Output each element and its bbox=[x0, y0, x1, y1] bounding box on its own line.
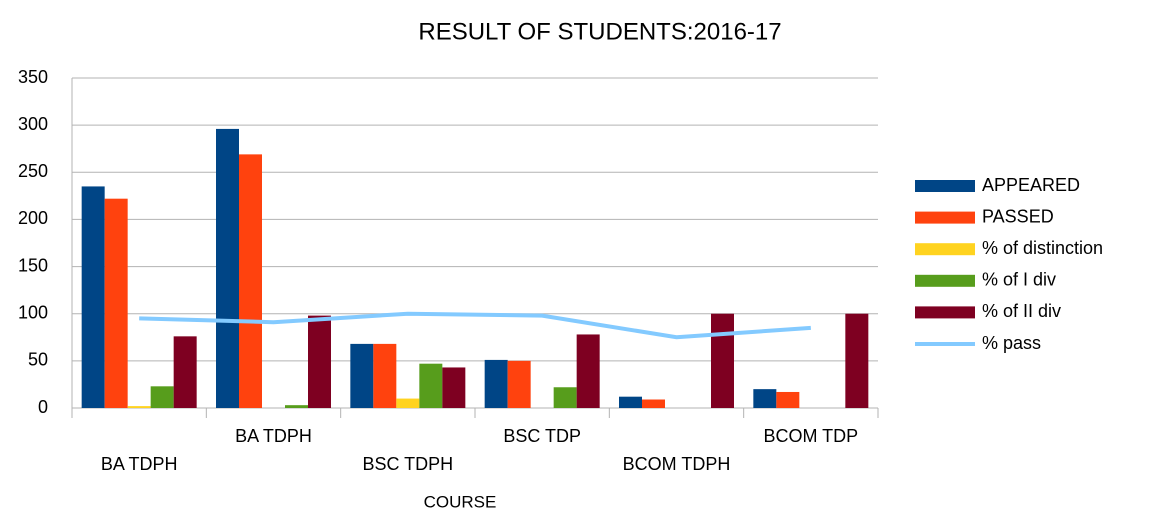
bar bbox=[642, 399, 665, 408]
bar bbox=[553, 387, 577, 408]
x-tick-label: BCOM TDPH bbox=[623, 454, 731, 474]
bar bbox=[173, 336, 197, 408]
y-tick-label: 150 bbox=[18, 255, 48, 275]
x-tick-label: BA TDPH bbox=[235, 426, 312, 446]
legend-label: % pass bbox=[982, 333, 1041, 353]
bar bbox=[285, 405, 308, 408]
bar bbox=[619, 396, 642, 408]
y-tick-label: 250 bbox=[18, 161, 48, 181]
bar bbox=[239, 154, 262, 408]
y-tick-label: 100 bbox=[18, 302, 48, 322]
legend-swatch bbox=[915, 211, 975, 224]
chart-title: RESULT OF STUDENTS:2016-17 bbox=[418, 18, 781, 45]
y-tick-label: 50 bbox=[28, 350, 48, 370]
bar bbox=[150, 386, 174, 408]
bar bbox=[576, 334, 600, 408]
x-tick-label: BSC TDP bbox=[503, 426, 581, 446]
legend-label: % of II div bbox=[982, 301, 1061, 321]
bar bbox=[308, 315, 331, 408]
x-tick-label: BA TDPH bbox=[101, 454, 178, 474]
bar bbox=[753, 389, 777, 408]
bar bbox=[507, 360, 531, 408]
legend-label: PASSED bbox=[982, 206, 1054, 226]
x-tick-label: BSC TDPH bbox=[362, 454, 453, 474]
legend-swatch bbox=[915, 306, 975, 319]
bar bbox=[373, 343, 397, 408]
bar bbox=[711, 313, 734, 408]
bar bbox=[484, 359, 508, 408]
y-tick-label: 0 bbox=[38, 397, 48, 417]
bar bbox=[396, 398, 420, 408]
x-tick-label: BCOM TDP bbox=[763, 426, 858, 446]
bar bbox=[104, 198, 128, 408]
bar bbox=[776, 391, 800, 408]
bar bbox=[127, 406, 151, 408]
bar bbox=[419, 363, 443, 408]
y-tick-label: 300 bbox=[18, 114, 48, 134]
legend-swatch bbox=[915, 274, 975, 287]
y-tick-label: 350 bbox=[18, 67, 48, 87]
bar bbox=[350, 343, 374, 408]
y-tick-label: 200 bbox=[18, 208, 48, 228]
bar bbox=[81, 186, 105, 408]
bar bbox=[442, 367, 466, 408]
x-axis-title: COURSE bbox=[424, 492, 497, 511]
bar bbox=[216, 128, 239, 408]
bar bbox=[845, 313, 869, 408]
legend-swatch bbox=[915, 180, 975, 192]
legend-label: % of distinction bbox=[982, 238, 1103, 258]
line bbox=[139, 311, 811, 340]
legend-label: % of I div bbox=[982, 270, 1056, 290]
legend-swatch bbox=[915, 243, 975, 256]
legend-label: APPEARED bbox=[982, 175, 1080, 195]
